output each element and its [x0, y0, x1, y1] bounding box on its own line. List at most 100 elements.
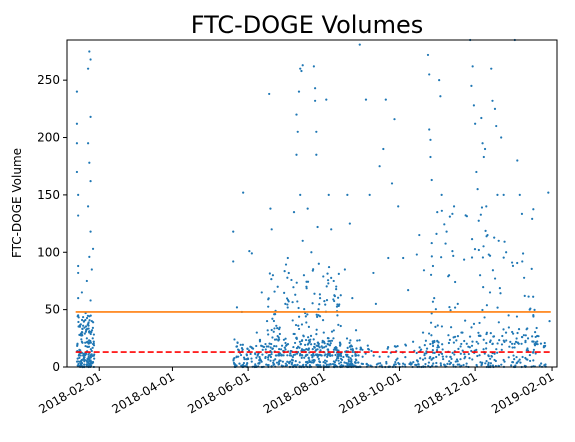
data-point: [275, 325, 277, 327]
data-point: [317, 344, 319, 346]
data-point: [303, 335, 305, 337]
data-point: [479, 274, 481, 276]
data-point: [525, 334, 527, 336]
data-point: [419, 346, 421, 348]
data-point: [447, 334, 449, 336]
data-point: [492, 364, 494, 366]
data-point: [519, 359, 521, 361]
data-point: [294, 294, 296, 296]
data-point: [338, 273, 340, 275]
data-point: [303, 349, 305, 351]
data-point: [483, 316, 485, 318]
data-point: [88, 50, 90, 52]
data-point: [84, 333, 86, 335]
data-point: [86, 361, 88, 363]
data-point: [351, 355, 353, 357]
data-point: [435, 308, 437, 310]
data-point: [319, 349, 321, 351]
data-point: [459, 358, 461, 360]
data-point: [443, 364, 445, 366]
data-point: [532, 315, 534, 317]
data-point: [255, 357, 257, 359]
data-point: [517, 342, 519, 344]
data-point: [526, 347, 528, 349]
data-point: [87, 321, 89, 323]
data-point: [532, 296, 534, 298]
reference-lines-layer: [76, 312, 551, 352]
data-point: [88, 319, 90, 321]
data-point: [313, 360, 315, 362]
data-point: [404, 356, 406, 358]
data-point: [442, 358, 444, 360]
data-point: [340, 358, 342, 360]
data-point: [278, 354, 280, 356]
data-point: [357, 361, 359, 363]
data-point: [483, 156, 485, 158]
data-point: [451, 250, 453, 252]
data-point: [271, 351, 273, 353]
data-point: [87, 358, 89, 360]
data-point: [275, 354, 277, 356]
data-point: [453, 353, 455, 355]
data-point: [248, 250, 250, 252]
data-point: [357, 354, 359, 356]
data-point: [428, 332, 430, 334]
data-point: [432, 301, 434, 303]
data-point: [297, 131, 299, 133]
data-point: [78, 353, 80, 355]
data-point: [275, 345, 277, 347]
data-point: [469, 336, 471, 338]
data-point: [450, 326, 452, 328]
data-point: [316, 314, 318, 316]
data-point: [445, 356, 447, 358]
data-point: [398, 363, 400, 365]
data-point: [238, 363, 240, 365]
data-point: [521, 260, 523, 262]
data-point: [88, 315, 90, 317]
data-point: [80, 334, 82, 336]
data-point: [416, 352, 418, 354]
data-point: [474, 123, 476, 125]
data-point: [505, 332, 507, 334]
data-point: [494, 277, 496, 279]
data-point: [402, 257, 404, 259]
x-tick-label: 2018-12-01: [412, 369, 479, 416]
data-point: [423, 269, 425, 271]
data-point: [264, 343, 266, 345]
data-point: [286, 277, 288, 279]
data-point: [466, 343, 468, 345]
data-point: [442, 356, 444, 358]
data-point: [266, 320, 268, 322]
data-point: [89, 363, 91, 365]
data-point: [288, 272, 290, 274]
data-point: [515, 356, 517, 358]
data-point: [533, 349, 535, 351]
data-point: [91, 350, 93, 352]
data-point: [89, 357, 91, 359]
data-point: [292, 319, 294, 321]
data-point: [360, 347, 362, 349]
data-point: [499, 292, 501, 294]
data-point: [496, 307, 498, 309]
data-point: [265, 348, 267, 350]
data-point: [489, 358, 491, 360]
data-point: [295, 154, 297, 156]
data-point: [251, 360, 253, 362]
data-point: [308, 349, 310, 351]
data-point: [334, 295, 336, 297]
y-tick-label: 0: [52, 360, 60, 374]
data-point: [439, 95, 441, 97]
data-point: [511, 261, 513, 263]
data-point: [463, 340, 465, 342]
data-point: [289, 354, 291, 356]
data-point: [305, 281, 307, 283]
data-point: [77, 265, 79, 267]
data-point: [281, 354, 283, 356]
data-point: [243, 362, 245, 364]
data-point: [77, 314, 79, 316]
data-point: [300, 70, 302, 72]
data-point: [77, 214, 79, 216]
data-point: [323, 346, 325, 348]
data-point: [540, 342, 542, 344]
x-tick-label: 2018-06-01: [185, 369, 252, 416]
